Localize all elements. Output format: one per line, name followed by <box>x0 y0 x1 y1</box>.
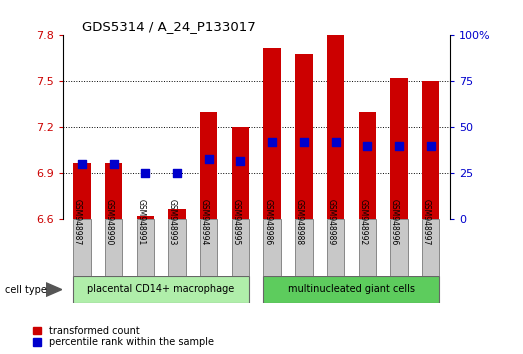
FancyBboxPatch shape <box>105 219 122 276</box>
Text: GSM948994: GSM948994 <box>200 199 209 246</box>
FancyBboxPatch shape <box>390 219 408 276</box>
FancyBboxPatch shape <box>264 219 281 276</box>
Text: multinucleated giant cells: multinucleated giant cells <box>288 284 415 295</box>
Legend: transformed count, percentile rank within the sample: transformed count, percentile rank withi… <box>31 324 215 349</box>
Text: GSM948997: GSM948997 <box>422 199 431 246</box>
Bar <box>232 127 249 219</box>
Text: cell type: cell type <box>5 285 47 295</box>
Text: GSM948988: GSM948988 <box>295 199 304 245</box>
FancyBboxPatch shape <box>168 219 186 276</box>
Bar <box>327 35 344 219</box>
Point <box>236 158 245 164</box>
FancyBboxPatch shape <box>264 276 439 303</box>
Point <box>332 139 340 145</box>
Text: GSM948992: GSM948992 <box>358 199 367 245</box>
FancyBboxPatch shape <box>200 219 218 276</box>
FancyBboxPatch shape <box>295 219 313 276</box>
Point <box>268 139 276 145</box>
Text: GSM948995: GSM948995 <box>231 199 241 246</box>
Point <box>141 171 150 176</box>
Text: GSM948993: GSM948993 <box>168 199 177 246</box>
Text: GSM948989: GSM948989 <box>326 199 336 245</box>
FancyBboxPatch shape <box>73 276 249 303</box>
Bar <box>422 81 439 219</box>
Bar <box>200 112 218 219</box>
Bar <box>137 216 154 219</box>
Text: GSM948990: GSM948990 <box>105 199 113 246</box>
Bar <box>168 209 186 219</box>
Bar <box>359 112 376 219</box>
Point <box>363 143 371 149</box>
FancyBboxPatch shape <box>137 219 154 276</box>
Text: GSM948996: GSM948996 <box>390 199 399 246</box>
Text: GSM948991: GSM948991 <box>136 199 145 245</box>
FancyBboxPatch shape <box>232 219 249 276</box>
Bar <box>264 48 281 219</box>
FancyBboxPatch shape <box>422 219 439 276</box>
Point <box>427 143 435 149</box>
Polygon shape <box>46 283 62 296</box>
Point <box>173 171 181 176</box>
Bar <box>295 54 313 219</box>
Point <box>395 143 403 149</box>
Bar <box>390 78 408 219</box>
Bar <box>105 163 122 219</box>
Text: GSM948986: GSM948986 <box>263 199 272 245</box>
Point <box>204 156 213 161</box>
Text: GDS5314 / A_24_P133017: GDS5314 / A_24_P133017 <box>82 20 256 33</box>
Bar <box>73 163 90 219</box>
FancyBboxPatch shape <box>359 219 376 276</box>
Point <box>109 161 118 167</box>
Point <box>77 161 86 167</box>
Point <box>300 139 308 145</box>
FancyBboxPatch shape <box>327 219 344 276</box>
Text: GSM948987: GSM948987 <box>73 199 82 245</box>
FancyBboxPatch shape <box>73 219 90 276</box>
Text: placental CD14+ macrophage: placental CD14+ macrophage <box>87 284 235 295</box>
